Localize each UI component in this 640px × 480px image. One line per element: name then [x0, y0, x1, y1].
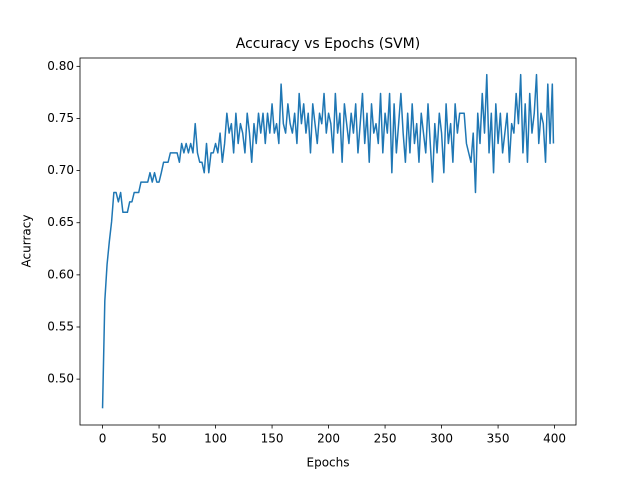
x-tick-label: 400: [543, 432, 566, 446]
x-tick-label: 350: [487, 432, 510, 446]
plot-frame: [79, 57, 577, 426]
x-tick-label: 0: [99, 432, 107, 446]
x-tick-label: 250: [374, 432, 397, 446]
y-tick-label: 0.50: [47, 372, 74, 386]
x-tick-label: 100: [204, 432, 227, 446]
x-tick-label: 200: [317, 432, 340, 446]
chart-title: Accuracy vs Epochs (SVM): [236, 36, 420, 52]
y-tick-label: 0.60: [47, 267, 74, 281]
x-tick-label: 50: [151, 432, 166, 446]
y-tick-label: 0.75: [47, 111, 74, 125]
x-axis-label: Epochs: [307, 456, 350, 470]
y-tick-label: 0.55: [47, 319, 74, 333]
x-tick-label: 150: [261, 432, 284, 446]
x-tick-label: 300: [430, 432, 453, 446]
data-line: [101, 73, 555, 409]
y-tick-label: 0.80: [47, 59, 74, 73]
y-axis-label: Acurracy: [20, 215, 34, 268]
y-tick-label: 0.65: [47, 215, 74, 229]
y-tick-label: 0.70: [47, 163, 74, 177]
